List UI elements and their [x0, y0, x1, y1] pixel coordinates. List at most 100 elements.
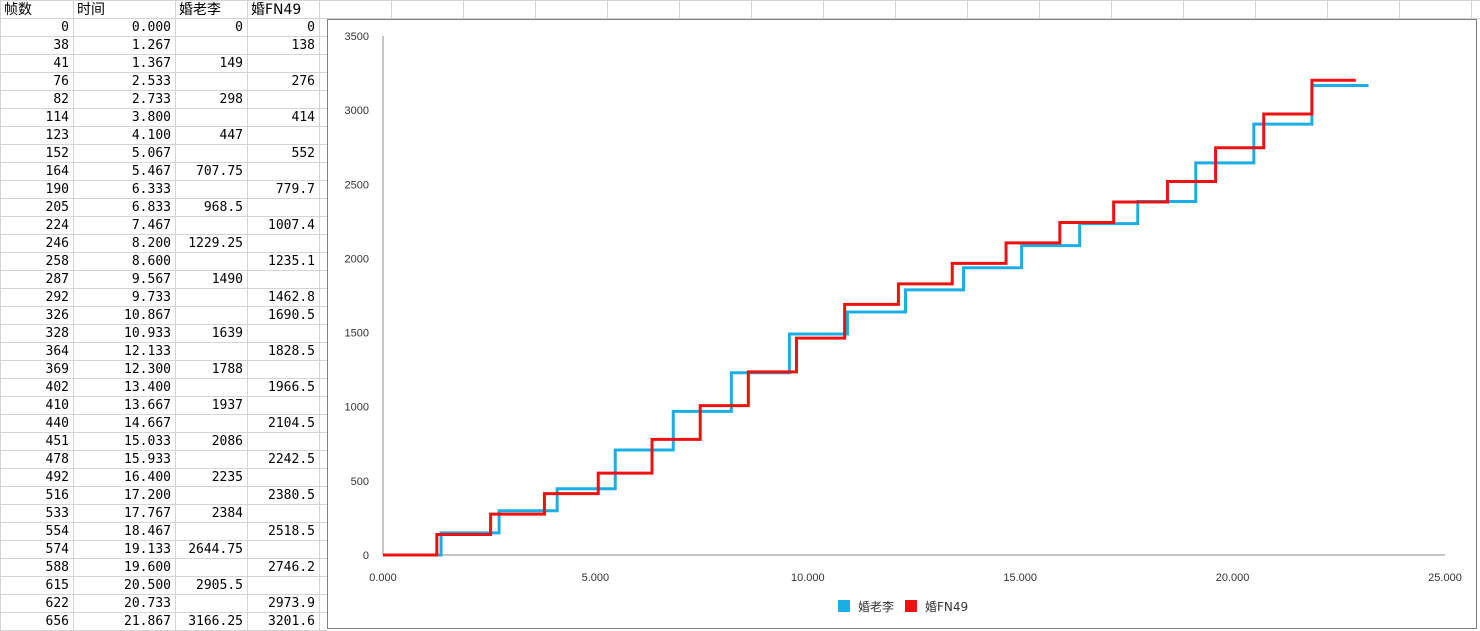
table-cell[interactable]: 533 — [45, 506, 69, 521]
table-cell[interactable]: 38 — [53, 38, 69, 53]
table-cell[interactable]: 552 — [291, 146, 315, 161]
table-cell[interactable]: 20.500 — [124, 578, 171, 593]
table-cell[interactable]: 2518.5 — [268, 524, 315, 539]
table-cell[interactable]: 123 — [45, 128, 69, 143]
table-cell[interactable]: 622 — [45, 596, 69, 611]
table-cell[interactable]: 615 — [45, 578, 69, 593]
table-cell[interactable] — [247, 55, 319, 73]
table-cell[interactable]: 1235.1 — [268, 254, 315, 269]
table-cell[interactable]: 114 — [45, 110, 69, 125]
table-cell[interactable]: 41 — [53, 56, 69, 71]
table-cell[interactable] — [175, 253, 247, 271]
table-cell[interactable] — [247, 199, 319, 217]
table-cell[interactable] — [247, 577, 319, 595]
table-cell[interactable]: 3201.6 — [268, 614, 315, 629]
table-cell[interactable]: 17.200 — [124, 488, 171, 503]
table-cell[interactable] — [247, 235, 319, 253]
table-cell[interactable]: 2384 — [211, 506, 243, 521]
table-cell[interactable] — [175, 109, 247, 127]
table-cell[interactable]: 2086 — [211, 434, 243, 449]
table-cell[interactable]: 12.133 — [124, 344, 171, 359]
table-cell[interactable]: 0 — [235, 20, 243, 35]
table-cell[interactable]: 1462.8 — [268, 290, 315, 305]
table-cell[interactable]: 13.400 — [124, 380, 171, 395]
table-cell[interactable]: 1690.5 — [268, 308, 315, 323]
table-cell[interactable] — [247, 469, 319, 487]
table-cell[interactable] — [175, 415, 247, 433]
table-cell[interactable]: 152 — [45, 146, 69, 161]
table-cell[interactable]: 2235 — [211, 470, 243, 485]
table-cell[interactable] — [175, 181, 247, 199]
table-cell[interactable]: 6.833 — [131, 200, 171, 215]
table-cell[interactable]: 588 — [45, 560, 69, 575]
table-cell[interactable]: 258 — [45, 254, 69, 269]
table-cell[interactable] — [247, 541, 319, 559]
table-cell[interactable]: 554 — [45, 524, 69, 539]
table-cell[interactable] — [247, 91, 319, 109]
table-cell[interactable]: 440 — [45, 416, 69, 431]
table-cell[interactable] — [247, 397, 319, 415]
table-cell[interactable]: 1788 — [211, 362, 243, 377]
table-cell[interactable] — [175, 145, 247, 163]
table-cell[interactable]: 276 — [291, 74, 315, 89]
table-cell[interactable] — [175, 307, 247, 325]
table-cell[interactable]: 18.467 — [124, 524, 171, 539]
table-cell[interactable] — [175, 37, 247, 55]
table-cell[interactable]: 190 — [45, 182, 69, 197]
table-cell[interactable]: 205 — [45, 200, 69, 215]
table-cell[interactable]: 707.75 — [196, 164, 243, 179]
table-cell[interactable] — [175, 217, 247, 235]
table-cell[interactable]: 9.733 — [131, 290, 171, 305]
table-cell[interactable] — [247, 325, 319, 343]
table-cell[interactable]: 1007.4 — [268, 218, 315, 233]
table-cell[interactable]: 12.300 — [124, 362, 171, 377]
column-header[interactable]: 帧数 — [4, 2, 32, 18]
table-cell[interactable]: 19.133 — [124, 542, 171, 557]
table-cell[interactable]: 1639 — [211, 326, 243, 341]
table-cell[interactable]: 20.733 — [124, 596, 171, 611]
step-chart[interactable]: 0 500 1000 1500 2000 2500 3000 3500 0.000 5.000 10… — [327, 19, 1477, 629]
table-cell[interactable]: 13.667 — [124, 398, 171, 413]
table-cell[interactable]: 2104.5 — [268, 416, 315, 431]
table-cell[interactable]: 10.867 — [124, 308, 171, 323]
table-cell[interactable]: 15.933 — [124, 452, 171, 467]
table-cell[interactable]: 76 — [53, 74, 69, 89]
table-cell[interactable]: 2.733 — [131, 92, 171, 107]
table-cell[interactable]: 0 — [61, 20, 69, 35]
table-cell[interactable]: 2973.9 — [268, 596, 315, 611]
table-cell[interactable]: 656 — [45, 614, 69, 629]
table-cell[interactable]: 2380.5 — [268, 488, 315, 503]
table-cell[interactable] — [247, 505, 319, 523]
table-cell[interactable] — [247, 163, 319, 181]
table-cell[interactable]: 1966.5 — [268, 380, 315, 395]
table-cell[interactable]: 8.200 — [131, 236, 171, 251]
column-header[interactable]: 时间 — [77, 2, 105, 18]
table-cell[interactable]: 1229.25 — [188, 236, 243, 251]
table-cell[interactable]: 574 — [45, 542, 69, 557]
table-cell[interactable] — [175, 487, 247, 505]
table-cell[interactable]: 968.5 — [203, 200, 243, 215]
table-cell[interactable]: 5.467 — [131, 164, 171, 179]
table-cell[interactable]: 447 — [219, 128, 243, 143]
table-cell[interactable]: 138 — [291, 38, 315, 53]
table-cell[interactable]: 2644.75 — [188, 542, 243, 557]
table-cell[interactable]: 2.533 — [131, 74, 171, 89]
table-cell[interactable]: 3166.25 — [188, 614, 243, 629]
table-cell[interactable] — [175, 559, 247, 577]
table-cell[interactable]: 9.567 — [131, 272, 171, 287]
table-cell[interactable]: 326 — [45, 308, 69, 323]
table-cell[interactable]: 451 — [45, 434, 69, 449]
table-cell[interactable]: 779.7 — [275, 182, 315, 197]
table-cell[interactable] — [247, 127, 319, 145]
table-cell[interactable]: 21.867 — [124, 614, 171, 629]
table-cell[interactable]: 2905.5 — [196, 578, 243, 593]
table-cell[interactable]: 15.033 — [124, 434, 171, 449]
table-cell[interactable] — [247, 433, 319, 451]
table-cell[interactable] — [175, 379, 247, 397]
table-cell[interactable]: 1490 — [211, 272, 243, 287]
table-cell[interactable] — [247, 271, 319, 289]
table-cell[interactable]: 414 — [291, 110, 315, 125]
table-cell[interactable]: 298 — [219, 92, 243, 107]
table-cell[interactable]: 478 — [45, 452, 69, 467]
table-cell[interactable]: 17.767 — [124, 506, 171, 521]
